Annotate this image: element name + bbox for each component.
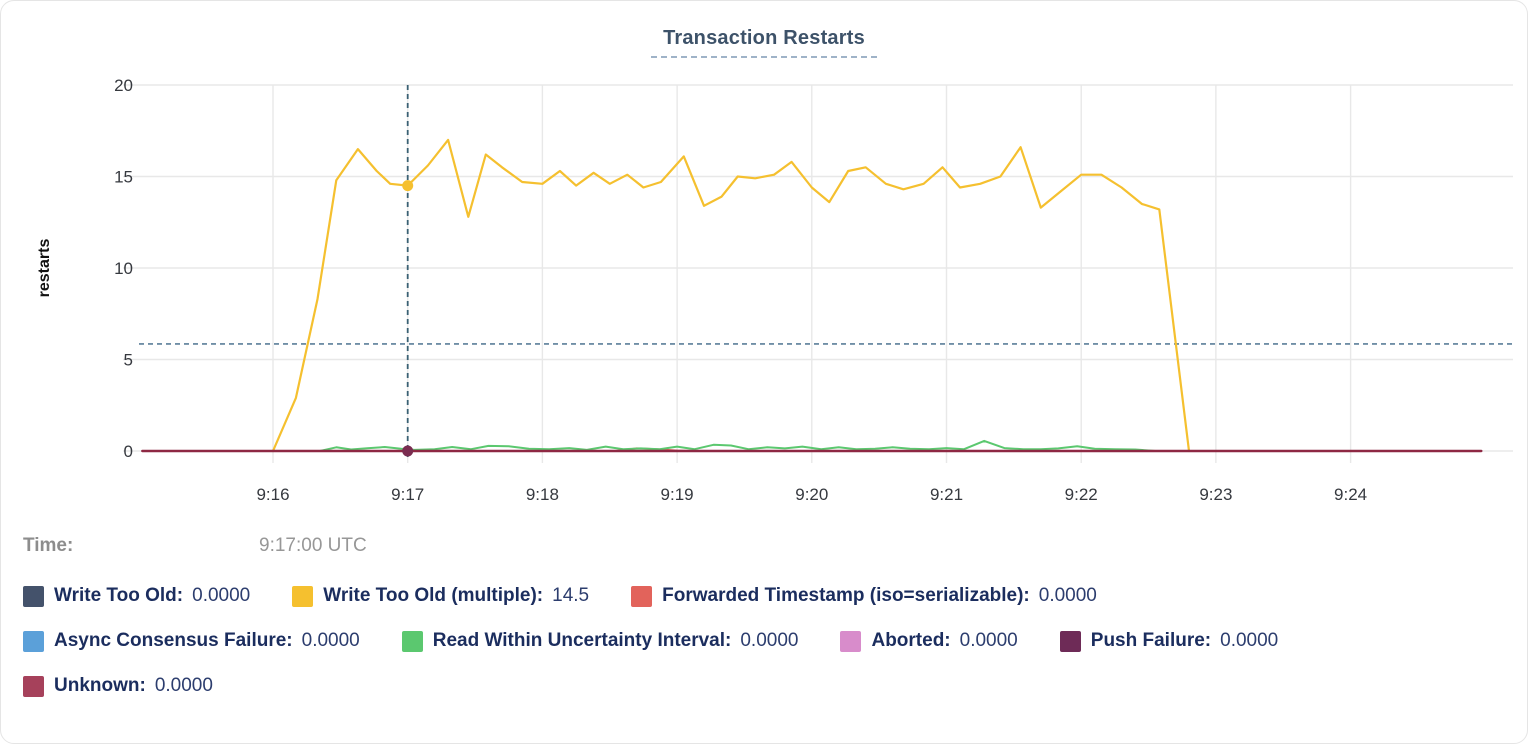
legend-series-value: 14.5 — [552, 585, 590, 606]
x-tick-label: 9:23 — [1199, 485, 1232, 504]
y-tick-label: 20 — [114, 76, 133, 95]
x-tick-label: 9:20 — [795, 485, 828, 504]
legend-series-label: Async Consensus Failure: — [54, 630, 293, 651]
legend-series-value: 0.0000 — [301, 630, 360, 651]
legend-series-label: Write Too Old (multiple): — [323, 585, 544, 606]
x-tick-label: 9:16 — [256, 485, 289, 504]
chart-title-wrap: Transaction Restarts — [1, 27, 1527, 58]
legend-item: Forwarded Timestamp (iso=serializable): 0… — [631, 585, 1097, 607]
legend-row: Write Too Old: 0.0000 Write Too Old (multi… — [23, 581, 1505, 611]
legend-item: Write Too Old: 0.0000 — [23, 585, 250, 607]
y-tick-label: 10 — [114, 259, 133, 278]
legend-row: Unknown: 0.0000 — [23, 671, 1505, 701]
hover-dot — [402, 445, 414, 457]
time-label: Time: — [23, 535, 74, 556]
legend-series-label: Write Too Old: — [54, 585, 184, 606]
legend-series-label: Unknown: — [54, 675, 146, 696]
legend-swatch — [23, 675, 44, 697]
x-tick-label: 9:18 — [526, 485, 559, 504]
x-tick-label: 9:19 — [661, 485, 694, 504]
legend-series-value: 0.0000 — [192, 585, 251, 606]
legend-swatch — [1059, 630, 1081, 652]
legend-swatch — [23, 585, 44, 607]
legend-item: Unknown: 0.0000 — [23, 675, 213, 697]
series-line — [319, 439, 1157, 452]
legend-series-value: 0.0000 — [740, 630, 799, 651]
hover-dot — [402, 180, 414, 192]
legend-item: Write Too Old (multiple): 14.5 — [292, 585, 589, 607]
legend-series-value: 0.0000 — [154, 675, 213, 696]
legend-swatch — [840, 630, 862, 652]
legend-row: Async Consensus Failure: 0.0000 Read Withi… — [23, 626, 1505, 656]
x-tick-label: 9:22 — [1065, 485, 1098, 504]
legend-swatch — [631, 585, 653, 607]
legend-series-value: 0.0000 — [959, 630, 1018, 651]
legend-item: Async Consensus Failure: 0.0000 — [23, 630, 360, 652]
y-axis-label: restarts — [36, 239, 53, 298]
transaction-restarts-chart[interactable]: 0 5 10 15 20 9:16 9:17 9:18 9:19 9:20 9:21 9:22 9:23… — [1, 1, 1528, 521]
legend-series-label: Push Failure: — [1090, 630, 1212, 651]
y-tick-label: 5 — [124, 351, 133, 370]
legend-series-label: Aborted: — [871, 630, 951, 651]
legend-series-value: 0.0000 — [1038, 585, 1097, 606]
series-line — [271, 138, 1191, 453]
chart-title[interactable]: Transaction Restarts — [651, 27, 877, 58]
legend-swatch — [292, 585, 314, 607]
legend-item: Read Within Uncertainty Interval: 0.0000 — [401, 630, 799, 652]
legend-swatch — [23, 630, 44, 652]
x-tick-label: 9:24 — [1334, 485, 1367, 504]
legend-series-label: Forwarded Timestamp (iso=serializable): — [662, 585, 1030, 606]
x-tick-label: 9:21 — [930, 485, 963, 504]
y-tick-label: 0 — [124, 442, 133, 461]
time-value: 9:17:00 UTC — [259, 535, 367, 556]
legend-series-label: Read Within Uncertainty Interval: — [432, 630, 732, 651]
x-tick-label: 9:17 — [391, 485, 424, 504]
legend-swatch — [401, 630, 423, 652]
chart-legend: Write Too Old: 0.0000 Write Too Old (multi… — [23, 581, 1505, 716]
legend-series-value: 0.0000 — [1220, 630, 1279, 651]
legend-item: Aborted: 0.0000 — [840, 630, 1018, 652]
tooltip-time-row: Time: 9:17:00 UTC — [23, 535, 623, 561]
legend-item: Push Failure: 0.0000 — [1059, 630, 1279, 652]
y-tick-label: 15 — [114, 168, 133, 187]
